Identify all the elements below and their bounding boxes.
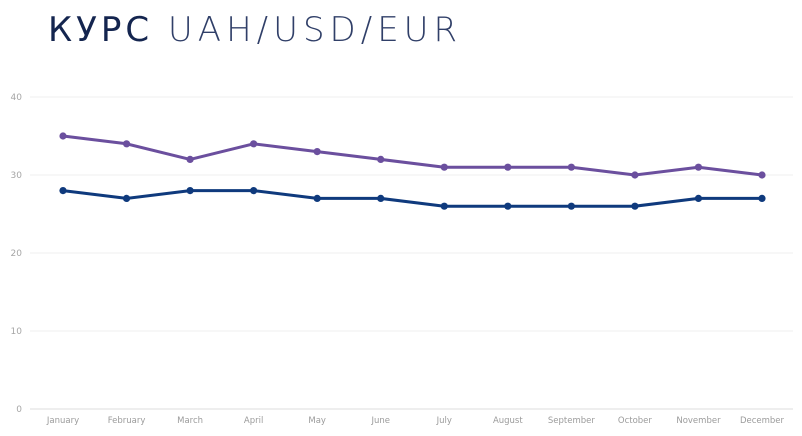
x-tick-label-march: March [177,416,203,426]
grid-lines [30,96,793,410]
y-tick-label: 20 [11,249,23,259]
series-2-point-september [567,202,575,210]
x-tick-label-september: September [548,416,595,426]
x-tick-label-january: January [46,416,79,426]
y-tick-label: 40 [11,93,23,103]
series-2-point-december [758,194,766,202]
series-1-point-july [440,163,448,171]
series-1-point-august [504,163,512,171]
series-line-2 [61,189,764,208]
x-axis-ticks: January February March April May June July Augu… [46,416,785,426]
chart-title: КУРС UAH/USD/EUR [48,8,462,52]
series-2-point-june [377,194,385,202]
y-tick-label: 10 [11,327,23,337]
series-2-point-february [122,194,131,202]
y-tick-label: 0 [16,405,22,415]
series-2-point-july [440,202,448,210]
series-2-point-january [59,187,67,195]
series-layer [59,132,766,210]
x-tick-label-november: November [676,416,721,426]
series-1-point-november [694,163,703,171]
y-tick-label: 30 [11,171,23,181]
series-2-point-april [250,187,258,195]
x-tick-label-december: December [740,416,785,426]
x-tick-label-august: August [493,416,523,426]
series-1-point-october [631,171,639,179]
series-2-point-august [504,202,512,210]
series-1-point-march [186,155,194,163]
x-tick-label-june: June [370,416,390,426]
series-1-point-january [59,132,67,140]
x-tick-label-february: February [108,416,146,426]
x-tick-label-april: April [244,416,263,426]
series-1-point-june [377,155,385,163]
series-2-point-march [186,187,194,195]
series-1-point-september [567,163,575,171]
series-1-point-december [758,171,766,179]
series-1-point-april [250,140,258,148]
chart-title-bold: КУРС [48,10,154,50]
x-tick-label-october: October [618,416,653,426]
chart-title-light: UAH/USD/EUR [167,10,463,50]
series-1-point-may [313,148,321,156]
series-2-point-november [694,194,703,202]
series-2-point-october [631,202,639,210]
x-tick-label-may: May [308,416,326,426]
x-tick-label-july: July [436,416,452,426]
y-axis-ticks: 0 10 20 30 40 [11,93,23,415]
series-line-1 [61,134,764,177]
series-1-point-february [122,140,131,148]
series-2-point-may [313,194,321,202]
